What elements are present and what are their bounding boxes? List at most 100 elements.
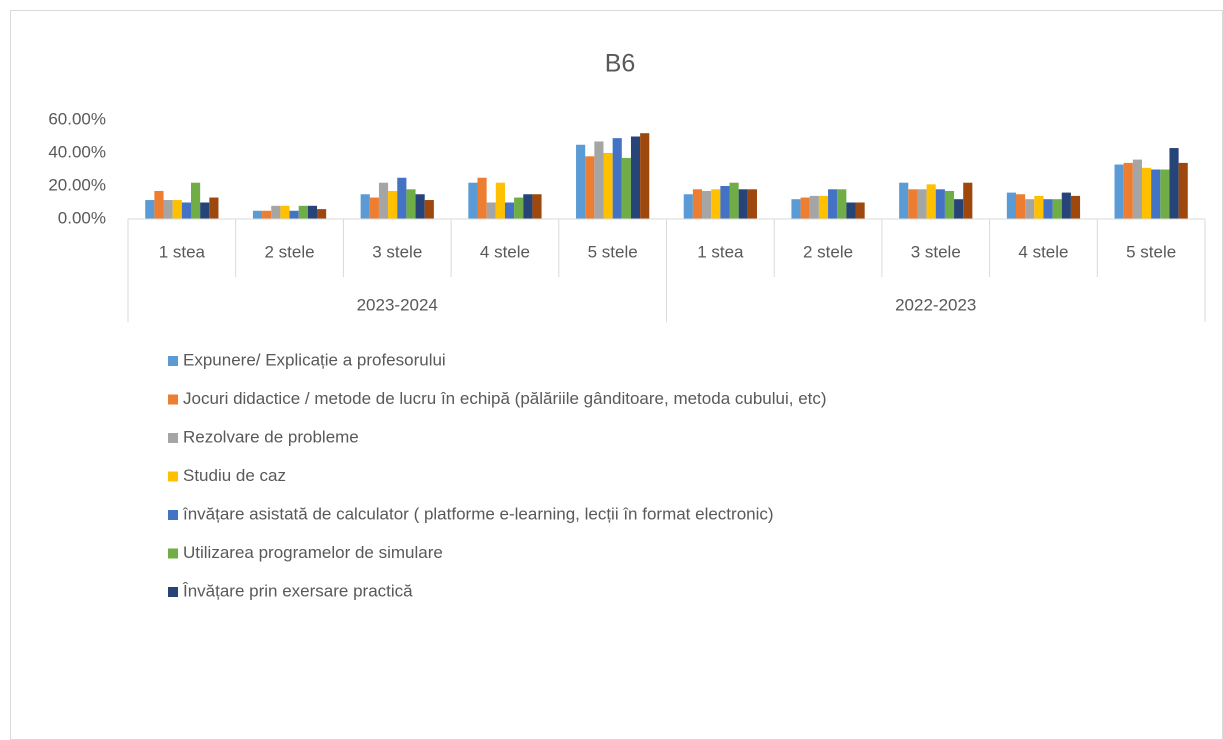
y-tick-label: 40.00% (48, 142, 106, 161)
bar (495, 182, 505, 219)
bar (1034, 195, 1044, 219)
bar (298, 205, 308, 219)
x-tick-label: 5 stele (1126, 242, 1176, 261)
legend-swatch (168, 394, 178, 405)
group-label: 2023-2024 (357, 295, 438, 314)
bar (800, 197, 810, 219)
bar (252, 210, 263, 219)
y-tick-label: 60.00% (48, 109, 106, 128)
bar (154, 190, 164, 219)
bar (809, 195, 819, 219)
bar (855, 202, 865, 219)
bar (289, 210, 299, 219)
bar (738, 189, 748, 219)
bar (397, 177, 407, 219)
bar (388, 190, 398, 219)
bar (200, 202, 210, 219)
bar (1025, 199, 1035, 219)
bar (1061, 192, 1071, 219)
bar (926, 184, 936, 219)
bar (702, 190, 712, 219)
bar (477, 177, 487, 219)
bar (818, 195, 829, 219)
bar (514, 197, 524, 219)
bar (630, 136, 641, 219)
bar (280, 205, 290, 219)
x-tick-label: 1 stea (697, 242, 744, 261)
bar (1006, 192, 1016, 219)
bar (406, 189, 416, 219)
bar (317, 209, 327, 219)
bar (908, 189, 918, 219)
bar (1043, 199, 1053, 219)
x-tick-label: 4 stele (1018, 242, 1068, 261)
legend-label: Utilizarea programelor de simulare (183, 543, 443, 562)
bar (828, 189, 838, 219)
bar (747, 189, 757, 219)
bar (640, 133, 650, 219)
bar (683, 194, 693, 219)
bar (837, 189, 847, 219)
bar (720, 186, 730, 219)
bar (360, 194, 370, 219)
bar (191, 182, 201, 219)
bar (1132, 159, 1142, 219)
y-tick-label: 0.00% (58, 208, 106, 227)
legend-label: Învățare prin exersare practică (182, 581, 413, 600)
bar (262, 210, 272, 219)
bar (486, 202, 496, 219)
bar (935, 189, 945, 219)
legend-swatch (168, 587, 178, 597)
bar (899, 182, 909, 219)
bar (585, 156, 595, 219)
x-tick-label: 3 stele (372, 242, 422, 261)
bar (307, 205, 318, 219)
bar (963, 182, 973, 219)
bar (415, 194, 425, 219)
bar (944, 190, 955, 219)
bar (369, 197, 379, 219)
x-tick-label: 3 stele (911, 242, 961, 261)
bar (576, 144, 586, 219)
bar (621, 157, 631, 219)
bar (181, 202, 192, 219)
chart-title: B6 (605, 50, 636, 78)
bar (1178, 162, 1188, 219)
legend-label: Studiu de caz (183, 466, 286, 485)
bar (378, 182, 389, 219)
x-tick-label: 1 stea (159, 242, 206, 261)
bar (1169, 148, 1179, 219)
x-tick-label: 2 stele (265, 242, 315, 261)
bar (209, 197, 219, 219)
legend-label: Rezolvare de probleme (183, 427, 359, 446)
legend-swatch (168, 433, 178, 443)
bar (172, 200, 182, 219)
bar (1052, 199, 1062, 219)
bar (917, 189, 927, 219)
legend-swatch (168, 548, 178, 559)
bar (163, 200, 173, 219)
bar (1114, 164, 1124, 219)
legend-swatch (168, 510, 178, 520)
bar (1151, 169, 1161, 219)
legend-label: Jocuri didactice / metode de lucru în ec… (183, 389, 827, 408)
y-tick-label: 20.00% (48, 175, 106, 194)
bar (954, 199, 964, 219)
bar (711, 189, 721, 219)
group-label: 2022-2023 (895, 295, 976, 314)
bar (1141, 167, 1152, 219)
bar (729, 182, 739, 219)
bar (594, 141, 604, 219)
bar (523, 194, 533, 219)
bar (846, 202, 856, 219)
bar (145, 200, 155, 219)
x-tick-label: 4 stele (480, 242, 530, 261)
bar (424, 200, 434, 219)
bar (504, 202, 515, 219)
bar (692, 189, 703, 219)
legend-swatch (168, 471, 178, 482)
bar (271, 205, 281, 219)
bar (1070, 195, 1081, 219)
bar (532, 194, 542, 219)
